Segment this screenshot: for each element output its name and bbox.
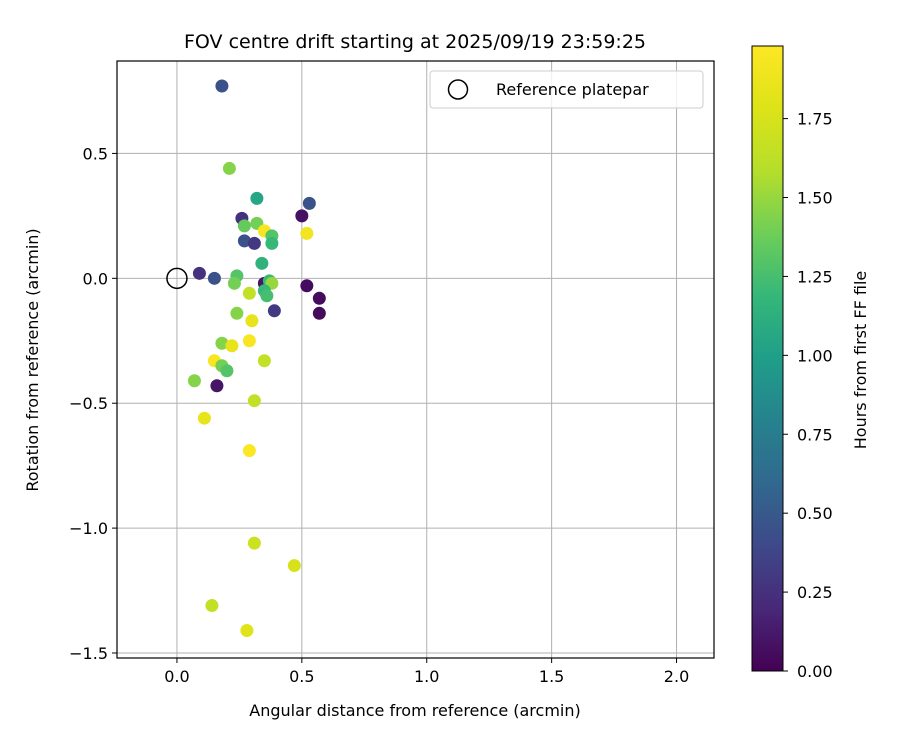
data-point: [247, 236, 261, 250]
colorbar-tick-label: 0.25: [797, 583, 833, 602]
data-point: [265, 236, 279, 250]
data-point: [312, 306, 326, 320]
data-point: [197, 411, 211, 425]
y-axis-ticks: −1.5 −1.0 −0.5 0.0 0.5: [69, 144, 117, 663]
colorbar-tick-label: 1.25: [797, 267, 833, 286]
plot-frame: [116, 60, 715, 659]
data-point: [255, 256, 269, 270]
data-point: [220, 364, 234, 378]
x-tick-label: 0.0: [164, 667, 189, 686]
colorbar-tick-label: 0.75: [797, 425, 833, 444]
colorbar-tick-label: 1.50: [797, 189, 833, 208]
x-tick-label: 1.5: [539, 667, 564, 686]
scatter-points: [166, 79, 326, 638]
grid-lines: [117, 61, 714, 658]
data-point: [300, 279, 314, 293]
data-point: [302, 196, 316, 210]
reference-platepar-marker: [166, 267, 188, 290]
data-point: [240, 624, 254, 638]
data-point: [227, 276, 241, 290]
legend-label: Reference platepar: [496, 80, 649, 99]
colorbar-tick-label: 1.00: [797, 346, 833, 365]
data-point: [267, 304, 281, 318]
data-point: [205, 599, 219, 613]
data-point: [247, 536, 261, 550]
data-point: [250, 191, 264, 205]
data-point: [312, 291, 326, 305]
x-axis-ticks: 0.0 0.5 1.0 1.5 2.0: [164, 658, 689, 686]
y-tick-label: 0.0: [83, 269, 108, 288]
y-axis-label: Rotation from reference (arcmin): [23, 228, 42, 491]
x-tick-label: 1.0: [414, 667, 439, 686]
data-point: [247, 394, 261, 408]
data-point: [230, 306, 244, 320]
y-tick-label: −1.5: [69, 644, 108, 663]
data-point: [215, 79, 229, 93]
data-point: [257, 354, 271, 368]
data-point: [222, 161, 236, 175]
legend-box: [429, 70, 704, 109]
data-point: [287, 559, 301, 573]
y-tick-label: −1.0: [69, 519, 108, 538]
y-tick-label: 0.5: [83, 144, 108, 163]
x-tick-label: 2.0: [664, 667, 689, 686]
data-point: [242, 334, 256, 348]
y-tick-label: −0.5: [69, 394, 108, 413]
x-tick-label: 0.5: [289, 667, 314, 686]
colorbar-label: Hours from first FF file: [851, 271, 870, 450]
x-axis-label: Angular distance from reference (arcmin): [249, 701, 580, 720]
data-point: [237, 219, 251, 233]
data-point: [242, 286, 256, 300]
colorbar-tick-label: 0.50: [797, 504, 833, 523]
data-point: [192, 266, 206, 280]
chart-title: FOV centre drift starting at 2025/09/19 …: [184, 31, 646, 53]
data-point: [300, 226, 314, 240]
data-point: [225, 339, 239, 353]
colorbar-gradient: [751, 45, 784, 672]
data-point: [260, 289, 274, 303]
data-point: [187, 374, 201, 388]
data-point: [215, 336, 229, 350]
data-point: [242, 444, 256, 458]
colorbar-ticks: 0.00 0.25 0.50 0.75 1.00 1.25 1.50 1.75: [783, 110, 833, 681]
legend-marker-reference-icon: [447, 79, 469, 100]
legend: Reference platepar: [429, 70, 704, 109]
colorbar: 0.00 0.25 0.50 0.75 1.00 1.25 1.50 1.75 Hours f…: [751, 45, 870, 681]
colorbar-tick-label: 1.75: [797, 110, 833, 129]
colorbar-tick-label: 0.00: [797, 662, 833, 681]
data-point: [245, 314, 259, 328]
data-point: [295, 209, 309, 223]
data-point: [210, 379, 224, 393]
data-point: [237, 234, 251, 248]
data-point: [207, 271, 221, 285]
